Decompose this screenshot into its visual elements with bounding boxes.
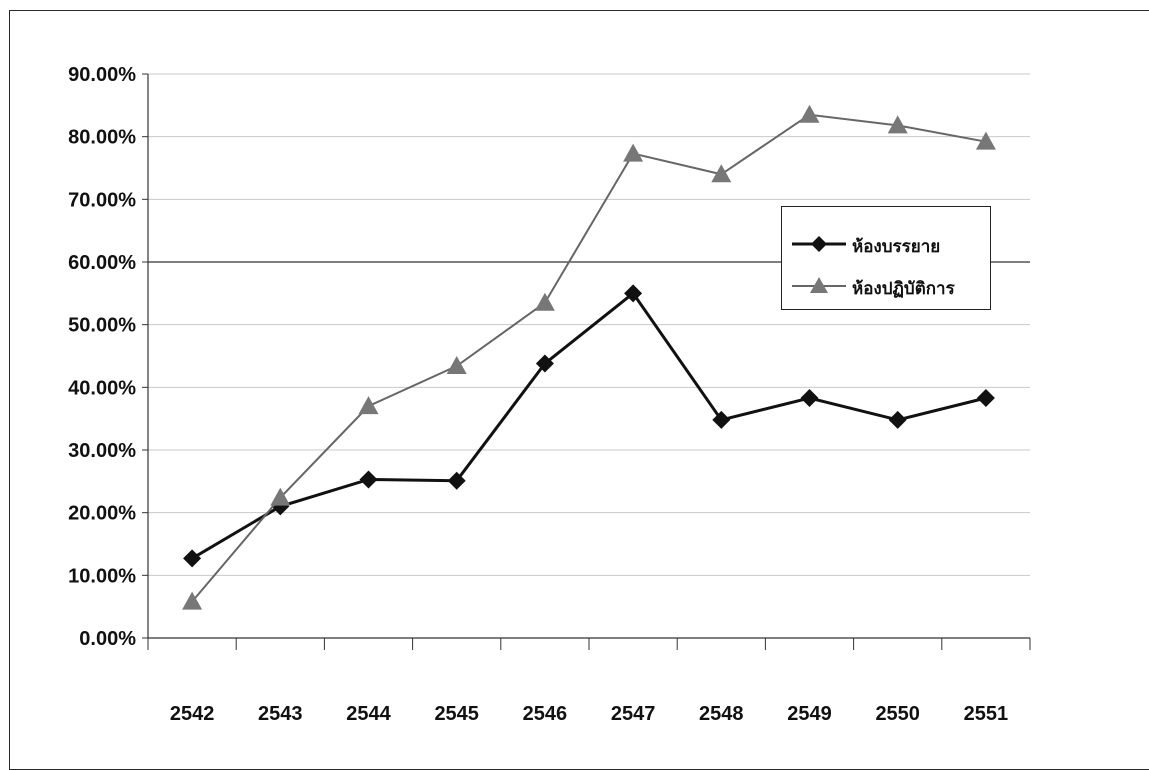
data-point-diamond bbox=[712, 410, 731, 429]
data-point-diamond bbox=[800, 388, 819, 407]
x-tick-labels: 2542 2543 2544 2545 2546 2547 2548 2549 2550 2551 bbox=[170, 703, 1008, 725]
y-tick-label: 40.00% bbox=[68, 377, 136, 399]
data-point-triangle bbox=[975, 131, 996, 150]
series-line-diamond bbox=[191, 291, 987, 560]
series-line-triangle bbox=[191, 113, 987, 603]
x-tick-label: 2551 bbox=[964, 703, 1009, 725]
triangle-marker-icon bbox=[792, 277, 846, 293]
data-point-triangle bbox=[799, 104, 820, 123]
x-tick-label: 2545 bbox=[434, 703, 479, 725]
data-point-diamond bbox=[447, 471, 466, 490]
legend: ห้องบรรยาย ห้องปฏิบัติการ bbox=[781, 206, 991, 310]
y-tick-labels: 0.00% 10.00% 20.00% 30.00% 40.00% 50.00% 60.00… bbox=[68, 64, 136, 650]
y-tick-label: 0.00% bbox=[79, 628, 136, 650]
x-tick-label: 2549 bbox=[787, 703, 832, 725]
data-point-diamond bbox=[976, 388, 995, 407]
legend-label-lecture: ห้องบรรยาย bbox=[852, 237, 941, 257]
data-point-triangle bbox=[711, 164, 732, 183]
x-tick-label: 2546 bbox=[523, 703, 568, 725]
y-tick-label: 60.00% bbox=[68, 252, 136, 274]
x-tick-label: 2547 bbox=[611, 703, 656, 725]
legend-label-lab: ห้องปฏิบัติการ bbox=[852, 279, 955, 299]
y-tick-label: 10.00% bbox=[68, 565, 136, 587]
x-tick-label: 2550 bbox=[875, 703, 920, 725]
data-point-diamond bbox=[359, 470, 378, 489]
data-point-diamond bbox=[535, 354, 554, 373]
y-tick-label: 50.00% bbox=[68, 315, 136, 337]
data-point-triangle bbox=[358, 396, 379, 415]
x-tick-label: 2548 bbox=[699, 703, 744, 725]
y-tick-label: 20.00% bbox=[68, 503, 136, 525]
data-point-triangle bbox=[534, 292, 555, 311]
data-point-triangle bbox=[623, 143, 644, 162]
legend-entry-lecture: ห้องบรรยาย bbox=[782, 229, 990, 259]
data-point-diamond bbox=[888, 410, 907, 429]
series-lines bbox=[182, 104, 996, 610]
data-point-diamond bbox=[183, 549, 202, 568]
data-point-diamond bbox=[624, 284, 643, 303]
y-tick-label: 70.00% bbox=[68, 189, 136, 211]
x-tick-label: 2543 bbox=[258, 703, 303, 725]
axes bbox=[142, 73, 1031, 650]
legend-entry-lab: ห้องปฏิบัติการ bbox=[782, 271, 990, 301]
data-point-triangle bbox=[270, 487, 291, 506]
x-tick-label: 2542 bbox=[170, 703, 215, 725]
data-point-triangle bbox=[182, 591, 203, 610]
diamond-marker-icon bbox=[792, 236, 846, 252]
x-tick-label: 2544 bbox=[346, 703, 391, 725]
data-point-triangle bbox=[887, 115, 908, 134]
y-tick-label: 30.00% bbox=[68, 440, 136, 462]
y-tick-label: 80.00% bbox=[68, 127, 136, 149]
y-tick-label: 90.00% bbox=[68, 64, 136, 86]
data-point-triangle bbox=[446, 356, 467, 375]
